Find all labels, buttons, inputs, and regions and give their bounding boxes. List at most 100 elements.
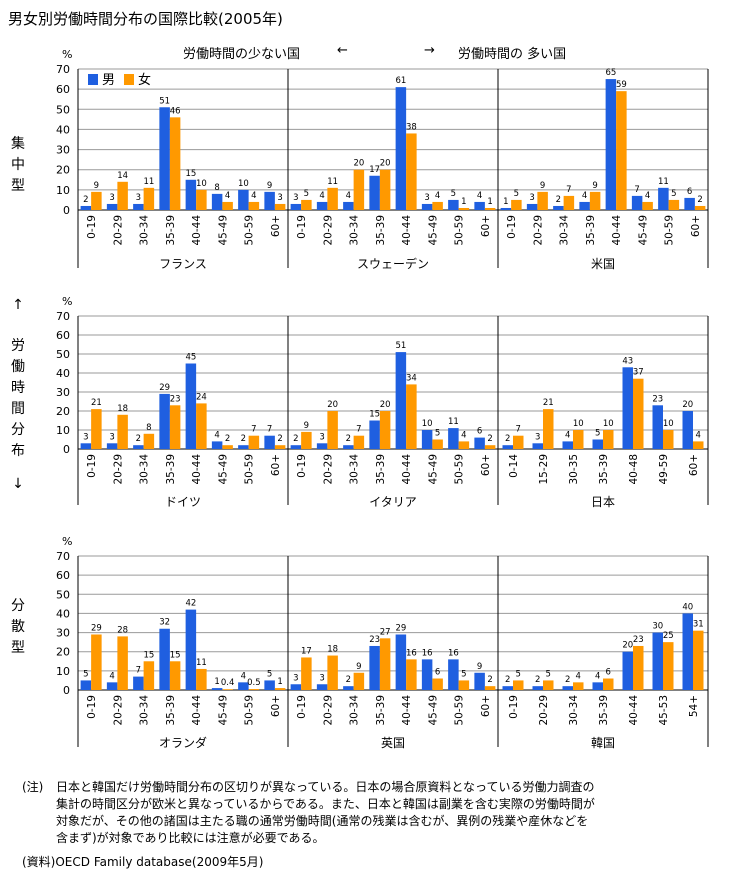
bar-male — [502, 445, 513, 449]
data-label-male: 9 — [477, 662, 482, 672]
x-tick-label: 60+ — [480, 215, 492, 237]
x-tick-label: 20-29 — [112, 215, 124, 246]
x-tick-label: 40-44 — [191, 695, 203, 726]
bar-male — [502, 686, 513, 690]
bar-male — [106, 682, 118, 690]
bar-female — [301, 431, 312, 449]
x-tick-label: 60+ — [480, 695, 492, 717]
y-tick-label: 70 — [56, 550, 70, 563]
side-char: 分 — [11, 422, 25, 438]
header-left-label: 労働時間の少ない国 — [183, 47, 301, 62]
country-label: フランス — [159, 257, 207, 271]
data-label-female: 7 — [356, 425, 361, 435]
data-label-male: 2 — [346, 675, 351, 685]
bar-male — [448, 428, 459, 449]
data-label-male: 5 — [595, 429, 600, 439]
data-label-male: 29 — [159, 383, 170, 393]
bar-male — [264, 435, 275, 449]
bar-female — [196, 668, 207, 690]
bar-male — [682, 411, 693, 449]
data-label-female: 9 — [540, 181, 545, 191]
data-label-male: 2 — [505, 675, 510, 685]
legend-label-female: 女 — [138, 72, 151, 88]
side-char: 中 — [11, 157, 25, 173]
side-label-dispersed: 分 散 型 — [8, 596, 28, 659]
bar-male — [264, 680, 275, 690]
x-tick-label: 20-29 — [322, 215, 334, 246]
x-tick-label: 60+ — [690, 215, 702, 237]
x-tick-label: 0-19 — [508, 695, 520, 719]
x-tick-label: 45-49 — [427, 215, 439, 246]
data-label-female: 27 — [380, 627, 391, 637]
data-label-female: 59 — [616, 80, 627, 90]
data-label-female: 9 — [304, 421, 309, 431]
bar-female — [484, 445, 496, 449]
y-tick-label: 10 — [56, 424, 70, 437]
bar-female — [633, 645, 644, 690]
y-tick-label: 10 — [56, 665, 70, 678]
bar-female — [432, 678, 443, 690]
side-char: 分 — [11, 598, 25, 614]
data-label-female: 11 — [196, 658, 207, 668]
data-label-male: 20 — [682, 400, 693, 410]
x-tick-label: 15-29 — [538, 454, 550, 485]
data-label-male: 3 — [535, 432, 540, 442]
x-tick-label: 40-44 — [401, 215, 413, 246]
data-label-female: 23 — [633, 635, 644, 645]
bar-male — [474, 201, 485, 210]
bar-female — [274, 203, 286, 210]
data-label-male: 11 — [448, 417, 459, 427]
bar-male — [133, 445, 144, 449]
data-label-male: 4 — [319, 191, 324, 201]
y-tick-label: 40 — [56, 123, 70, 136]
bar-female — [248, 201, 260, 210]
data-label-male: 10 — [422, 419, 433, 429]
x-tick-label: 35-39 — [375, 215, 387, 246]
y-tick-label: 50 — [56, 103, 70, 116]
side-char: 型 — [11, 178, 25, 194]
country-label: スウェーデン — [357, 256, 429, 271]
data-label-female: 46 — [170, 106, 181, 116]
up-arrow: ↑ — [12, 297, 24, 313]
bar-female — [511, 199, 522, 210]
bar-male — [343, 201, 354, 210]
x-tick-label: 30-34 — [559, 215, 571, 246]
data-label-male: 2 — [565, 675, 570, 685]
data-label-female: 10 — [663, 419, 674, 429]
bar-female — [694, 205, 706, 210]
x-tick-label: 40-44 — [401, 454, 413, 485]
bar-male — [369, 645, 380, 690]
country-label: 日本 — [591, 495, 615, 509]
data-label-male: 2 — [241, 434, 246, 444]
y-tick-label: 60 — [56, 83, 70, 96]
data-label-female: 20 — [353, 159, 364, 169]
bar-male — [80, 443, 92, 449]
data-label-female: 7 — [516, 425, 521, 435]
bar-female — [406, 133, 417, 210]
y-tick-label: 10 — [56, 184, 70, 197]
data-label-male: 7 — [634, 185, 639, 195]
data-label-male: 3 — [136, 193, 141, 203]
y-tick-label: 40 — [56, 367, 70, 380]
header-right-arrow: → — [424, 43, 435, 58]
bar-male — [622, 367, 633, 449]
x-tick-label: 30-34 — [139, 695, 151, 726]
bar-male — [133, 203, 144, 210]
bar-male — [185, 363, 197, 449]
bar-female — [543, 409, 554, 449]
bar-female — [484, 207, 496, 210]
bar-female — [117, 414, 128, 449]
data-label-male: 3 — [293, 193, 298, 203]
x-tick-label: 60+ — [688, 454, 700, 476]
data-label-male: 7 — [136, 666, 141, 676]
y-tick-label: 0 — [63, 684, 70, 697]
bar-male — [579, 201, 590, 210]
legend-swatch-male — [88, 74, 98, 85]
bar-male — [562, 686, 573, 690]
bar-male — [343, 445, 354, 449]
bar-female — [642, 201, 653, 210]
x-tick-label: 50-59 — [454, 215, 466, 246]
data-label-male: 3 — [424, 193, 429, 203]
data-label-female: 4 — [645, 191, 650, 201]
data-label-male: 5 — [267, 669, 272, 679]
